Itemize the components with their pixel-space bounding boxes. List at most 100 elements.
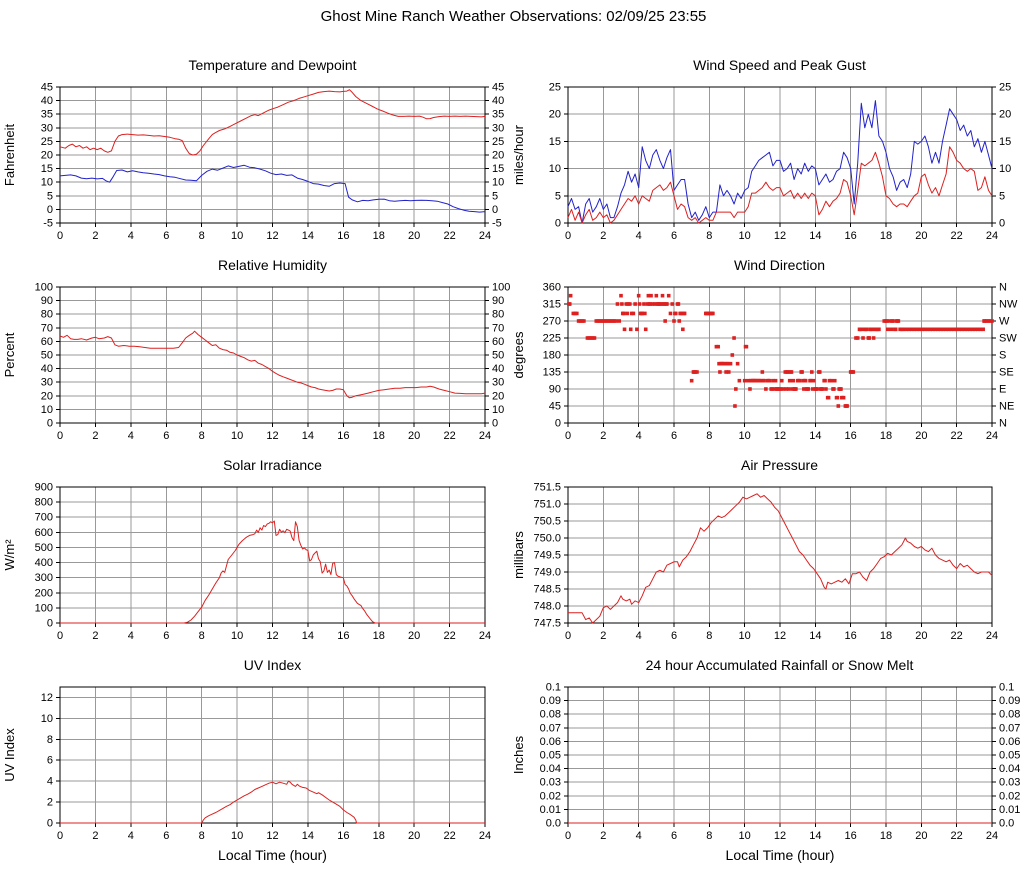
svg-text:0.0: 0.0 — [999, 818, 1014, 830]
svg-text:2: 2 — [600, 230, 606, 242]
svg-text:751.0: 751.0 — [533, 499, 561, 511]
svg-text:8: 8 — [706, 230, 712, 242]
svg-text:0: 0 — [57, 430, 63, 442]
svg-text:22: 22 — [443, 430, 455, 442]
svg-text:24: 24 — [986, 230, 998, 242]
svg-text:0.03: 0.03 — [540, 777, 561, 789]
page-title: Ghost Mine Ranch Weather Observations: 0… — [320, 8, 707, 25]
chart-title-rainfall: 24 hour Accumulated Rainfall or Snow Mel… — [645, 657, 914, 673]
svg-text:14: 14 — [302, 630, 314, 642]
svg-text:45: 45 — [549, 401, 561, 413]
svg-text:24: 24 — [479, 430, 491, 442]
svg-text:10: 10 — [549, 163, 561, 175]
svg-text:0.05: 0.05 — [999, 750, 1020, 762]
svg-text:0: 0 — [47, 418, 53, 430]
svg-text:315: 315 — [543, 299, 561, 311]
svg-text:0: 0 — [565, 830, 571, 842]
svg-text:0: 0 — [555, 218, 561, 230]
svg-text:0: 0 — [47, 618, 53, 630]
svg-text:20: 20 — [408, 430, 420, 442]
chart-solar-irradiance: Solar Irradiance 0 2 4 6 8 10 12 14 16 18 20 22 24 0 1… — [0, 455, 513, 643]
svg-text:12: 12 — [774, 630, 786, 642]
svg-text:2: 2 — [92, 230, 98, 242]
svg-text:30: 30 — [41, 122, 53, 134]
svg-text:24: 24 — [479, 230, 491, 242]
svg-text:30: 30 — [492, 122, 504, 134]
svg-text:0: 0 — [565, 630, 571, 642]
svg-text:6: 6 — [163, 230, 169, 242]
svg-text:14: 14 — [302, 430, 314, 442]
svg-text:16: 16 — [337, 830, 349, 842]
svg-text:35: 35 — [41, 109, 53, 121]
svg-text:10: 10 — [739, 630, 751, 642]
svg-text:0: 0 — [47, 204, 53, 216]
svg-text:14: 14 — [809, 630, 821, 642]
svg-text:750.5: 750.5 — [533, 516, 561, 528]
svg-text:10: 10 — [41, 713, 53, 725]
svg-text:60: 60 — [41, 336, 53, 348]
svg-text:0: 0 — [555, 418, 561, 430]
svg-text:50: 50 — [492, 350, 504, 362]
svg-text:6: 6 — [163, 430, 169, 442]
svg-text:22: 22 — [951, 230, 963, 242]
svg-text:25: 25 — [999, 82, 1011, 94]
svg-text:4: 4 — [128, 230, 134, 242]
svg-text:18: 18 — [880, 430, 892, 442]
svg-text:0: 0 — [492, 204, 498, 216]
svg-text:40: 40 — [492, 95, 504, 107]
svg-text:2: 2 — [92, 830, 98, 842]
svg-text:20: 20 — [999, 109, 1011, 121]
svg-text:0: 0 — [999, 218, 1005, 230]
svg-text:Local Time (hour): Local Time (hour) — [726, 847, 835, 863]
svg-text:24: 24 — [986, 830, 998, 842]
svg-text:200: 200 — [35, 587, 53, 599]
svg-text:8: 8 — [706, 830, 712, 842]
svg-text:20: 20 — [408, 230, 420, 242]
svg-text:90: 90 — [549, 384, 561, 396]
rainfall-plot: 0 2 4 6 8 10 12 14 16 18 20 22 240.0 0.00.01 0.010.02 0… — [514, 682, 1020, 864]
svg-text:6: 6 — [163, 830, 169, 842]
svg-text:40: 40 — [41, 95, 53, 107]
svg-text:40: 40 — [41, 363, 53, 375]
svg-text:8: 8 — [199, 430, 205, 442]
svg-text:80: 80 — [492, 309, 504, 321]
svg-text:Local Time (hour): Local Time (hour) — [218, 847, 327, 863]
svg-text:6: 6 — [47, 755, 53, 767]
svg-text:0.1: 0.1 — [999, 682, 1014, 694]
svg-text:15: 15 — [492, 163, 504, 175]
svg-text:270: 270 — [543, 316, 561, 328]
chart-title-relative-humidity: Relative Humidity — [218, 257, 327, 273]
svg-text:4: 4 — [636, 830, 642, 842]
chart-wind-speed-gust: Wind Speed and Peak Gust 0 2 4 6 8 10 12 14 16 18… — [514, 55, 1027, 243]
svg-text:5: 5 — [47, 190, 53, 202]
svg-text:20: 20 — [549, 109, 561, 121]
svg-text:6: 6 — [671, 230, 677, 242]
svg-text:22: 22 — [951, 630, 963, 642]
svg-text:24: 24 — [479, 830, 491, 842]
svg-text:6: 6 — [671, 630, 677, 642]
svg-text:18: 18 — [880, 230, 892, 242]
chart-title-wind-speed-gust: Wind Speed and Peak Gust — [693, 57, 866, 73]
svg-text:4: 4 — [636, 630, 642, 642]
chart-relative-humidity: Relative Humidity 0 2 4 6 8 10 12 14 16 18 20 22 24 0… — [0, 255, 513, 443]
svg-text:22: 22 — [443, 830, 455, 842]
svg-text:0: 0 — [57, 230, 63, 242]
svg-text:0.03: 0.03 — [999, 777, 1020, 789]
svg-text:50: 50 — [41, 350, 53, 362]
svg-text:NE: NE — [999, 401, 1014, 413]
svg-text:SW: SW — [999, 333, 1017, 345]
svg-text:700: 700 — [35, 512, 53, 524]
svg-text:6: 6 — [671, 430, 677, 442]
svg-text:0.07: 0.07 — [540, 722, 561, 734]
svg-text:12: 12 — [774, 430, 786, 442]
svg-text:12: 12 — [266, 230, 278, 242]
svg-text:14: 14 — [809, 230, 821, 242]
svg-text:30: 30 — [41, 377, 53, 389]
svg-text:0: 0 — [565, 230, 571, 242]
svg-text:750.0: 750.0 — [533, 533, 561, 545]
svg-text:20: 20 — [492, 150, 504, 162]
svg-text:degrees: degrees — [514, 331, 526, 378]
